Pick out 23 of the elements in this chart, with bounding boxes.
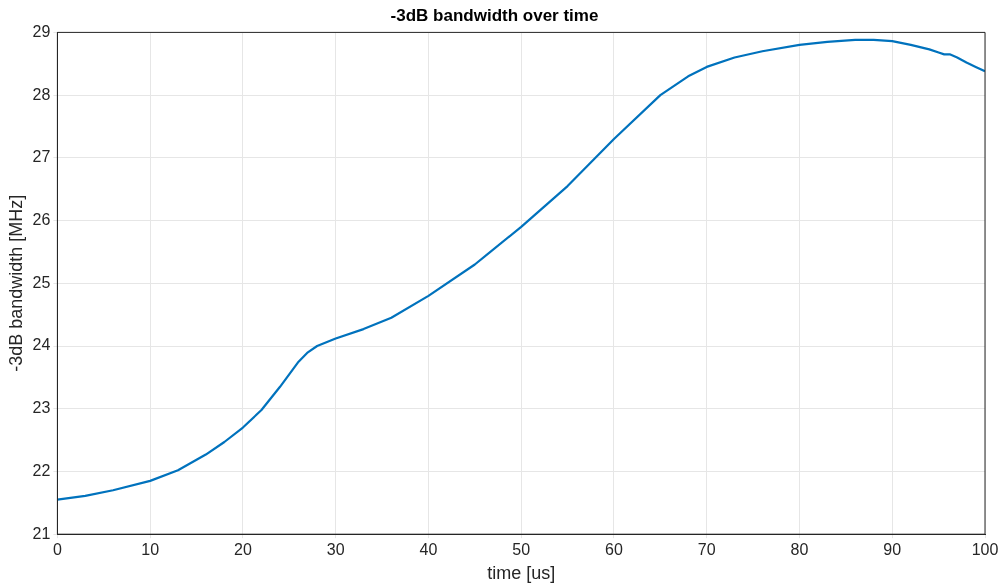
y-tick-label: 26 [32,210,51,228]
x-tick-label: 20 [234,541,252,559]
x-tick-label: 0 [52,541,62,559]
y-tick-label: 28 [32,85,51,103]
x-tick-label: 100 [971,541,999,559]
y-tick-label: 24 [32,336,51,354]
x-tick-label: 40 [419,541,438,559]
y-axis-title: -3dB bandwidth [MHz] [5,194,26,372]
y-tick-label: 29 [32,22,51,40]
y-tick-label: 27 [32,148,51,166]
x-axis-title: time [us] [487,563,556,584]
x-tick-label: 90 [883,541,902,559]
x-tick-label: 30 [326,541,345,559]
y-tick-label: 25 [32,273,51,291]
y-tick-label: 22 [32,461,51,479]
x-tick-label: 10 [141,541,160,559]
x-tick-label: 60 [605,541,623,559]
y-tick-label: 23 [32,399,51,417]
x-tick-label: 80 [790,541,809,559]
x-tick-label: 70 [697,541,716,559]
chart-title: -3dB bandwidth over time [390,5,599,25]
y-tick-label: 21 [32,524,51,542]
x-tick-label: 50 [512,541,531,559]
